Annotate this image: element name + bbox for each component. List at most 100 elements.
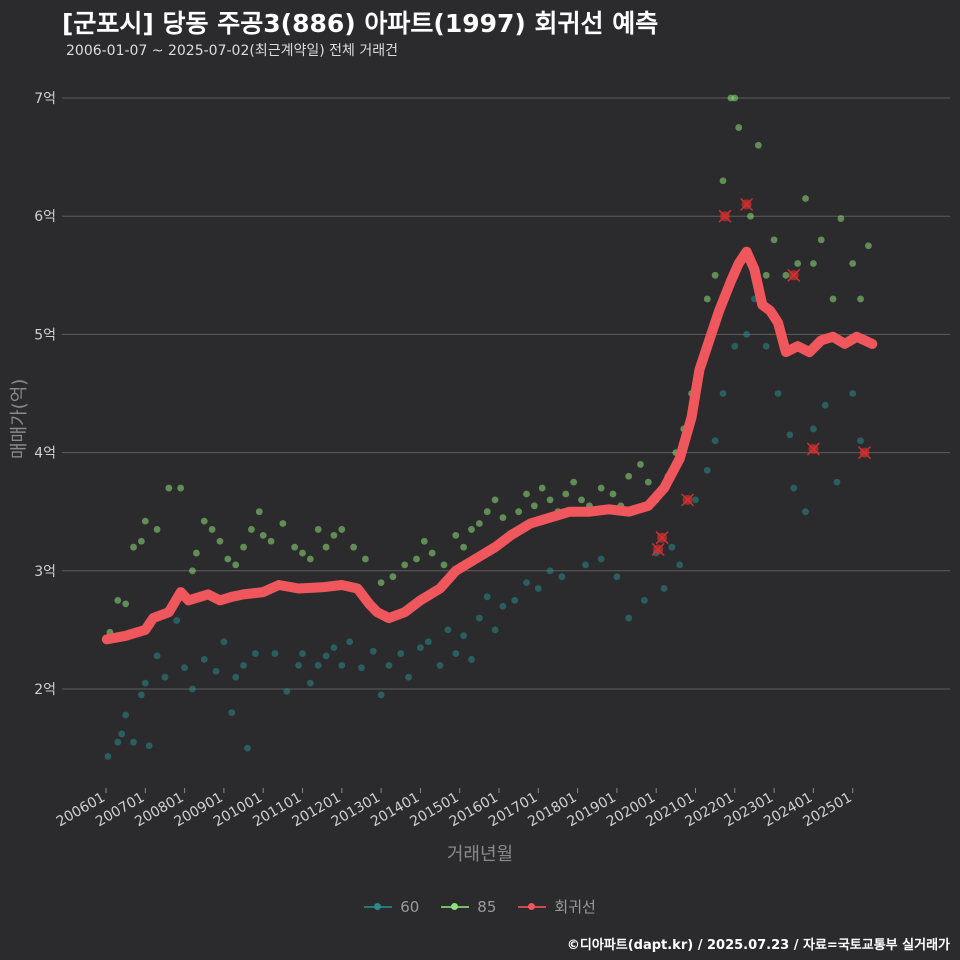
data-point-60: [145, 742, 153, 750]
data-point-85: [829, 295, 837, 303]
data-point-85: [377, 579, 385, 587]
data-point-60: [330, 644, 338, 652]
outlier-cross: [718, 209, 732, 223]
outlier-marker: [655, 531, 669, 545]
data-point-60: [232, 673, 240, 681]
data-point-60: [314, 661, 322, 669]
data-point-85: [350, 543, 357, 551]
data-point-85: [361, 555, 369, 563]
data-point-60: [625, 614, 633, 622]
data-point-85: [578, 496, 585, 504]
data-point-85: [413, 555, 420, 563]
data-point-60: [703, 466, 711, 474]
data-point-60: [668, 543, 676, 551]
data-point-85: [428, 549, 436, 557]
data-point-60: [641, 596, 648, 604]
data-point-85: [192, 549, 200, 557]
data-point-85: [754, 141, 762, 149]
data-point-85: [562, 490, 570, 498]
data-point-60: [676, 561, 684, 569]
data-point-85: [810, 260, 817, 267]
data-point-85: [515, 508, 523, 516]
data-point-85: [452, 531, 460, 539]
data-point-85: [165, 484, 173, 492]
data-point-60: [424, 638, 432, 646]
outlier-marker: [651, 542, 665, 557]
data-point-60: [283, 687, 291, 695]
data-point-60: [346, 638, 354, 646]
data-point-60: [397, 650, 405, 657]
data-point-60: [141, 679, 149, 687]
data-point-60: [857, 437, 864, 445]
outlier-cross: [806, 442, 820, 456]
data-point-85: [279, 520, 287, 527]
data-point-85: [314, 526, 322, 533]
data-point-85: [817, 236, 825, 244]
data-point-85: [711, 271, 719, 279]
x-tick-labels: 2006012007012008012009012010012011012012…: [54, 788, 855, 830]
data-point-85: [401, 561, 409, 569]
data-point-60: [240, 661, 247, 669]
data-point-60: [743, 331, 750, 338]
data-point-85: [306, 555, 314, 563]
regression-line: [101, 246, 878, 645]
data-point-85: [546, 496, 554, 504]
data-point-85: [802, 195, 809, 202]
data-point-60: [468, 656, 475, 663]
data-point-60: [118, 730, 126, 738]
legend-item-60: 60: [364, 896, 419, 917]
data-point-85: [240, 543, 247, 551]
legend-label-60: 60: [400, 897, 420, 916]
data-point-85: [499, 514, 507, 522]
x-axis-label: 거래년월: [446, 844, 514, 865]
data-point-85: [130, 543, 137, 551]
data-point-60: [271, 650, 279, 657]
data-point-60: [731, 342, 739, 350]
data-point-85: [735, 124, 743, 131]
legend-label-85: 85: [477, 897, 497, 916]
outlier-marker: [718, 209, 732, 223]
data-point-85: [483, 508, 491, 516]
data-point-60: [810, 425, 817, 433]
data-point-60: [251, 650, 259, 657]
outlier-marker: [857, 446, 872, 460]
data-point-60: [104, 752, 112, 760]
y-tick-label: 2억: [34, 682, 56, 698]
data-point-60: [802, 508, 809, 516]
data-point-85: [491, 496, 499, 504]
series-60-points: [104, 295, 864, 760]
data-point-85: [538, 484, 546, 492]
data-point-60: [385, 661, 393, 669]
data-point-60: [774, 390, 782, 397]
data-point-85: [322, 543, 330, 551]
outlier-marker: [787, 268, 801, 282]
data-point-85: [420, 537, 428, 545]
legend-item-85: 85: [441, 896, 496, 917]
data-point-60: [153, 652, 161, 660]
legend-symbol-60: [364, 899, 393, 915]
data-point-60: [849, 390, 857, 397]
data-point-60: [786, 431, 794, 439]
data-point-60: [436, 661, 444, 669]
source-caption: ©디아파트(dapt.kr) / 2025.07.23 / 자료=국토교통부 실…: [566, 938, 950, 953]
grid-lines: [62, 97, 950, 690]
y-tick-label: 3억: [34, 564, 56, 580]
data-point-85: [747, 212, 754, 220]
y-tick-label: 5억: [34, 327, 56, 343]
data-point-85: [189, 567, 196, 575]
data-point-85: [762, 271, 770, 279]
data-point-85: [770, 236, 778, 244]
chart-subtitle: 2006-01-07 ~ 2025-07-02(최근계약일) 전체 거래건: [66, 43, 398, 59]
data-point-85: [141, 517, 149, 525]
data-point-85: [523, 490, 530, 498]
data-point-85: [731, 94, 739, 102]
data-point-60: [582, 561, 589, 569]
data-point-60: [692, 496, 699, 504]
data-point-60: [299, 650, 306, 657]
data-point-60: [660, 585, 668, 592]
data-point-85: [267, 537, 275, 545]
y-tick-labels: 2억 3억 4억 5억 6억 7억: [34, 91, 56, 698]
data-point-60: [821, 401, 829, 409]
outlier-cross: [651, 542, 665, 557]
data-point-85: [530, 502, 538, 510]
